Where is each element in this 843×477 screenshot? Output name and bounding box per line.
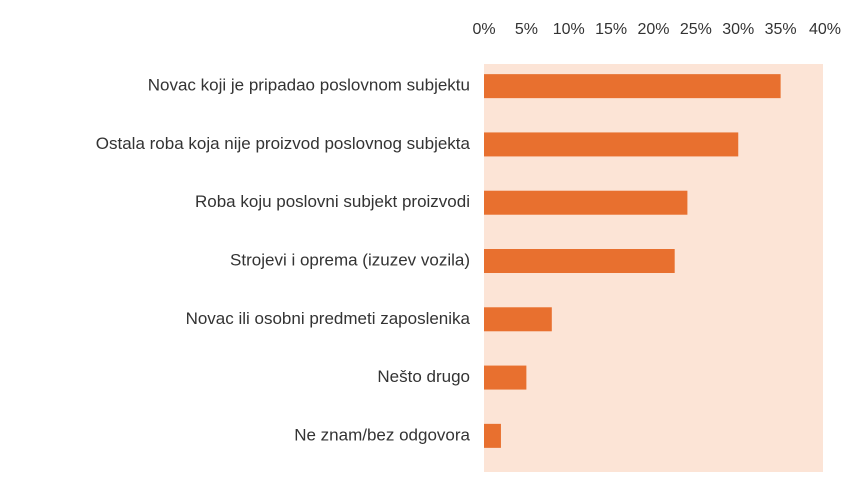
y-tick-label: Novac koji je pripadao poslovnom subjekt… bbox=[148, 76, 470, 95]
y-tick-label: Roba koju poslovni subjekt proizvodi bbox=[195, 192, 470, 211]
x-tick-label: 40% bbox=[809, 21, 841, 38]
y-tick-label: Nešto drugo bbox=[377, 367, 470, 386]
x-tick-label: 35% bbox=[765, 21, 797, 38]
bar bbox=[484, 365, 527, 390]
bar bbox=[484, 132, 739, 157]
bar bbox=[484, 190, 688, 215]
x-tick-label: 30% bbox=[722, 21, 754, 38]
bar bbox=[484, 249, 675, 273]
y-tick-label: Ne znam/bez odgovora bbox=[294, 425, 470, 444]
y-tick-label: Novac ili osobni predmeti zaposlenika bbox=[186, 309, 471, 328]
bar bbox=[484, 307, 552, 332]
x-tick-label: 20% bbox=[637, 21, 669, 38]
x-tick-label: 10% bbox=[553, 21, 585, 38]
bar bbox=[484, 74, 781, 99]
x-tick-label: 15% bbox=[595, 21, 627, 38]
x-tick-label: 0% bbox=[472, 21, 495, 38]
x-tick-label: 5% bbox=[515, 21, 538, 38]
y-tick-label: Ostala roba koja nije proizvod poslovnog… bbox=[96, 134, 471, 153]
bar bbox=[484, 423, 501, 448]
y-tick-label: Strojevi i oprema (izuzev vozila) bbox=[230, 250, 470, 269]
x-tick-label: 25% bbox=[680, 21, 712, 38]
